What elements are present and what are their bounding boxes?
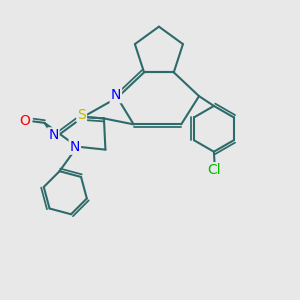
Text: Cl: Cl [208, 163, 221, 177]
Text: S: S [77, 108, 86, 122]
Text: N: N [48, 128, 59, 142]
Text: O: O [20, 114, 31, 128]
Text: N: N [70, 140, 80, 154]
Text: N: N [111, 88, 121, 102]
